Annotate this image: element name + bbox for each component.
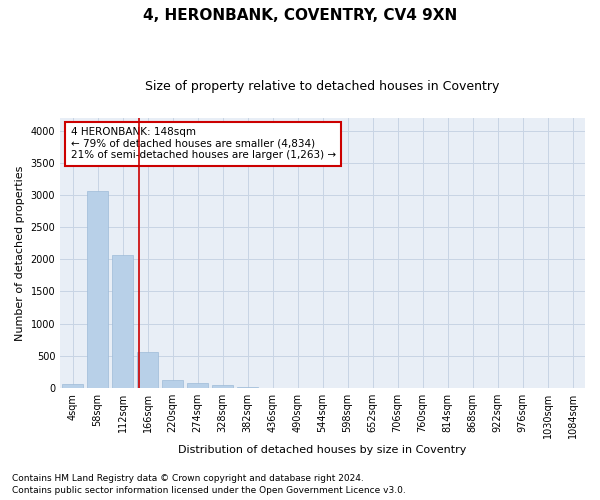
Bar (187, 383, 208, 388)
Bar (137, 352, 158, 388)
Y-axis label: Number of detached properties: Number of detached properties (15, 165, 25, 340)
Bar (62, 384, 83, 388)
X-axis label: Distribution of detached houses by size in Coventry: Distribution of detached houses by size … (178, 445, 467, 455)
Text: Contains HM Land Registry data © Crown copyright and database right 2024.
Contai: Contains HM Land Registry data © Crown c… (12, 474, 406, 495)
Bar (112, 256, 133, 388)
Text: 4, HERONBANK, COVENTRY, CV4 9XN: 4, HERONBANK, COVENTRY, CV4 9XN (143, 8, 457, 22)
Title: Size of property relative to detached houses in Coventry: Size of property relative to detached ho… (145, 80, 500, 93)
Text: 4 HERONBANK: 148sqm
← 79% of detached houses are smaller (4,834)
21% of semi-det: 4 HERONBANK: 148sqm ← 79% of detached ho… (71, 127, 336, 160)
Bar (87, 191, 108, 388)
Bar (212, 384, 233, 388)
Bar (162, 380, 183, 388)
